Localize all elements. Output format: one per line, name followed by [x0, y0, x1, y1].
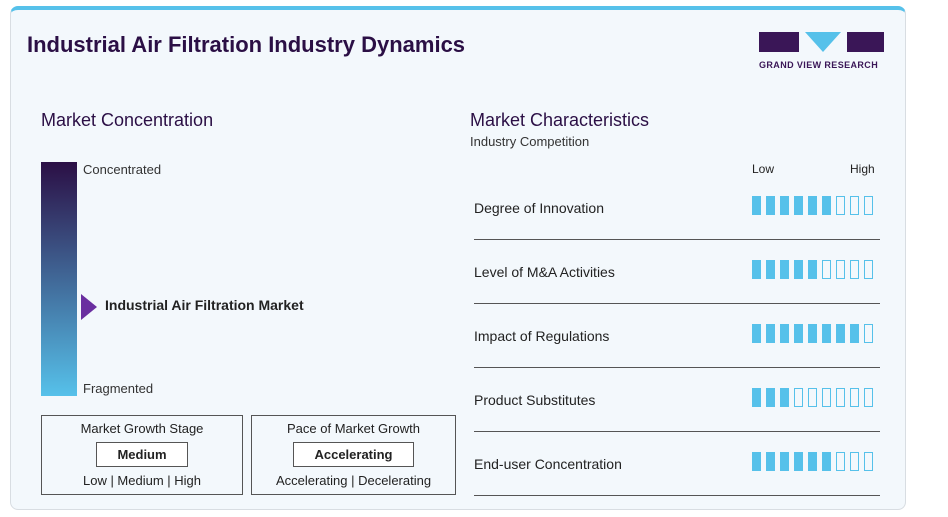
filled-rating-bar — [766, 260, 775, 279]
empty-rating-bar — [864, 260, 873, 279]
characteristic-row: Degree of Innovation — [474, 176, 880, 240]
pace-box: Pace of Market Growth Accelerating Accel… — [251, 415, 456, 495]
filled-rating-bar — [766, 452, 775, 471]
pace-value: Accelerating — [293, 442, 414, 467]
empty-rating-bar — [794, 388, 803, 407]
concentration-gradient-bar — [41, 162, 77, 396]
page-title: Industrial Air Filtration Industry Dynam… — [27, 32, 466, 57]
empty-rating-bar — [850, 452, 859, 471]
market-characteristics-heading: Market Characteristics — [470, 110, 650, 130]
filled-rating-bar — [752, 196, 761, 215]
filled-rating-bar — [780, 452, 789, 471]
filled-rating-bar — [752, 388, 761, 407]
characteristic-label: Impact of Regulations — [474, 328, 610, 344]
filled-rating-bar — [808, 196, 817, 215]
empty-rating-bar — [864, 452, 873, 471]
filled-rating-bar — [752, 260, 761, 279]
growth-stage-value: Medium — [96, 442, 188, 467]
filled-rating-bar — [794, 324, 803, 343]
filled-rating-bar — [766, 324, 775, 343]
characteristic-label: Degree of Innovation — [474, 200, 604, 216]
filled-rating-bar — [794, 260, 803, 279]
characteristic-row: Product Substitutes — [474, 368, 880, 432]
fragmented-label: Fragmented — [83, 381, 154, 396]
rating-bars — [752, 388, 873, 407]
concentrated-label: Concentrated — [83, 162, 162, 177]
empty-rating-bar — [836, 260, 845, 279]
filled-rating-bar — [822, 196, 831, 215]
empty-rating-bar — [864, 324, 873, 343]
growth-stage-scale: Low | Medium | High — [82, 473, 202, 488]
market-position-arrow-icon — [81, 294, 97, 320]
filled-rating-bar — [752, 324, 761, 343]
rating-bars — [752, 324, 873, 343]
empty-rating-bar — [864, 388, 873, 407]
characteristic-label: Level of M&A Activities — [474, 264, 615, 280]
growth-stage-title: Market Growth Stage — [80, 421, 204, 436]
characteristic-row: Level of M&A Activities — [474, 240, 880, 304]
filled-rating-bar — [780, 196, 789, 215]
filled-rating-bar — [808, 260, 817, 279]
pace-title: Pace of Market Growth — [287, 421, 420, 436]
filled-rating-bar — [780, 388, 789, 407]
empty-rating-bar — [864, 196, 873, 215]
empty-rating-bar — [836, 452, 845, 471]
growth-stage-box: Market Growth Stage Medium Low | Medium … — [41, 415, 243, 495]
filled-rating-bar — [822, 324, 831, 343]
filled-rating-bar — [850, 324, 859, 343]
filled-rating-bar — [808, 452, 817, 471]
filled-rating-bar — [766, 388, 775, 407]
filled-rating-bar — [822, 452, 831, 471]
low-label: Low — [752, 162, 775, 176]
empty-rating-bar — [850, 260, 859, 279]
pace-scale: Accelerating | Decelerating — [275, 473, 432, 488]
empty-rating-bar — [808, 388, 817, 407]
filled-rating-bar — [808, 324, 817, 343]
empty-rating-bar — [850, 388, 859, 407]
market-concentration-heading: Market Concentration — [41, 110, 214, 130]
filled-rating-bar — [794, 196, 803, 215]
filled-rating-bar — [836, 324, 845, 343]
characteristic-row: End-user Concentration — [474, 432, 880, 496]
rating-bars — [752, 260, 873, 279]
rating-bars — [752, 452, 873, 471]
characteristic-row: Impact of Regulations — [474, 304, 880, 368]
characteristic-label: End-user Concentration — [474, 456, 622, 472]
filled-rating-bar — [780, 260, 789, 279]
high-label: High — [850, 162, 875, 176]
empty-rating-bar — [850, 196, 859, 215]
empty-rating-bar — [836, 388, 845, 407]
filled-rating-bar — [780, 324, 789, 343]
rating-bars — [752, 196, 873, 215]
market-position-label: Industrial Air Filtration Market — [105, 297, 304, 313]
empty-rating-bar — [836, 196, 845, 215]
industry-competition-label: Industry Competition — [470, 134, 590, 149]
filled-rating-bar — [766, 196, 775, 215]
dashboard-card: Industrial Air Filtration Industry Dynam… — [10, 6, 906, 510]
filled-rating-bar — [752, 452, 761, 471]
empty-rating-bar — [822, 388, 831, 407]
filled-rating-bar — [794, 452, 803, 471]
empty-rating-bar — [822, 260, 831, 279]
characteristic-label: Product Substitutes — [474, 392, 596, 408]
